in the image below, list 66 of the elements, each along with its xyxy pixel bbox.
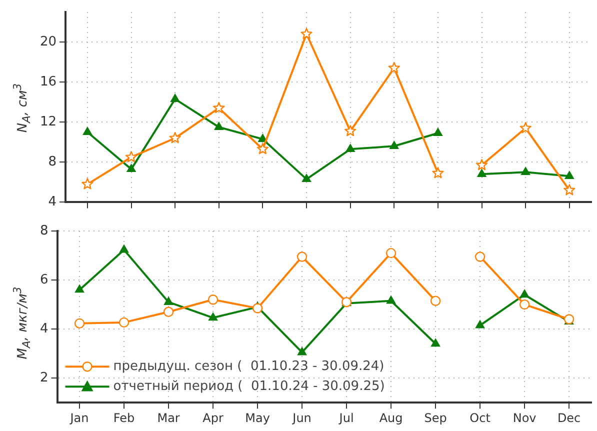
- point: [252, 303, 263, 314]
- x-tick-label: Feb: [113, 410, 135, 425]
- point: [564, 171, 574, 180]
- point: [388, 62, 400, 74]
- x-tick-label: Jan: [69, 410, 89, 425]
- y-tick-label: 20: [40, 34, 57, 50]
- x-tick-label: Apr: [202, 410, 224, 425]
- x-tick-label: May: [245, 410, 270, 425]
- point: [208, 294, 218, 305]
- point: [474, 252, 486, 262]
- point: [302, 174, 312, 182]
- x-tick-label: Oct: [470, 410, 491, 425]
- point: [344, 125, 356, 136]
- legend-label: отчетный период ( 01.10.24 - 30.09.25): [113, 378, 385, 394]
- point: [256, 143, 269, 154]
- y-tick-label: 16: [40, 74, 57, 90]
- point: [120, 244, 129, 253]
- point: [519, 299, 530, 310]
- y-tick-label: 8: [40, 223, 48, 238]
- point: [476, 159, 488, 170]
- point: [296, 252, 308, 262]
- point: [208, 312, 218, 321]
- point: [433, 128, 442, 136]
- point: [126, 164, 136, 172]
- legend-label: предыдущ. сезон ( 01.10.23 - 30.09.24): [113, 358, 384, 374]
- point: [258, 134, 268, 142]
- point: [74, 318, 85, 329]
- point: [169, 132, 181, 144]
- y-tick-label: 2: [40, 370, 48, 386]
- point: [214, 122, 224, 130]
- point: [82, 178, 94, 190]
- point: [390, 141, 399, 149]
- y-tick-label: 4: [40, 321, 48, 336]
- y-tick-label: 8: [48, 154, 57, 170]
- point: [163, 306, 174, 317]
- point: [520, 290, 530, 298]
- point: [170, 94, 180, 102]
- point: [125, 151, 138, 162]
- point: [386, 248, 396, 258]
- point: [164, 296, 174, 305]
- point: [431, 338, 440, 347]
- y-tick-label: 12: [40, 114, 57, 130]
- x-tick-label: Aug: [379, 410, 403, 425]
- point: [118, 317, 130, 328]
- x-tick-label: Nov: [512, 410, 536, 425]
- point: [386, 296, 396, 304]
- point: [476, 320, 485, 328]
- point: [430, 296, 441, 306]
- x-tick-label: Mar: [157, 410, 180, 425]
- x-tick-label: Dec: [557, 410, 581, 425]
- y-tick-label: 4: [48, 194, 57, 210]
- y-tick-label: 6: [40, 272, 48, 288]
- point: [477, 169, 486, 178]
- x-tick-label: Sep: [424, 410, 447, 425]
- point: [82, 127, 92, 135]
- point: [300, 28, 312, 40]
- point: [75, 284, 84, 293]
- point: [564, 184, 576, 196]
- point: [521, 167, 530, 176]
- point: [520, 122, 532, 134]
- x-tick-label: Jul: [338, 410, 354, 425]
- x-tick-label: Jun: [292, 410, 312, 425]
- point: [213, 102, 225, 114]
- point: [432, 167, 444, 178]
- point: [346, 144, 355, 152]
- point: [298, 347, 307, 356]
